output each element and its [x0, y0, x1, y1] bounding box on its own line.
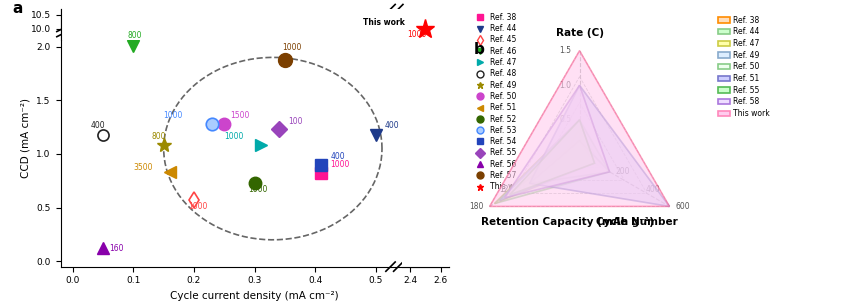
Text: 120: 120: [499, 185, 514, 194]
Text: a: a: [12, 2, 22, 16]
Text: 1000: 1000: [188, 202, 208, 211]
Text: 1.0: 1.0: [560, 81, 571, 90]
Polygon shape: [509, 120, 594, 195]
Text: 600: 600: [676, 202, 690, 211]
Text: 1000: 1000: [224, 132, 244, 141]
Polygon shape: [500, 141, 594, 201]
Text: 1000: 1000: [282, 43, 301, 52]
Polygon shape: [490, 51, 670, 206]
Text: 0.5: 0.5: [559, 115, 571, 125]
Text: 100: 100: [288, 117, 303, 126]
Text: 800: 800: [151, 132, 166, 141]
Polygon shape: [495, 120, 610, 204]
Text: 400: 400: [385, 122, 400, 130]
Y-axis label: CCD (mA cm⁻²): CCD (mA cm⁻²): [21, 98, 31, 178]
Text: 200: 200: [616, 167, 631, 176]
Text: 1500: 1500: [230, 111, 250, 120]
Text: 1000: 1000: [330, 160, 349, 169]
Text: 1000: 1000: [163, 111, 183, 120]
Text: 400: 400: [91, 122, 106, 130]
Polygon shape: [529, 141, 610, 183]
X-axis label: Cycle current density (mA cm⁻²): Cycle current density (mA cm⁻²): [170, 291, 339, 301]
Text: 160: 160: [109, 244, 124, 253]
Text: Rate (C): Rate (C): [555, 28, 604, 38]
Text: 1000: 1000: [248, 185, 268, 194]
Text: 180: 180: [469, 202, 484, 211]
Text: 400: 400: [645, 185, 660, 194]
Text: 400: 400: [330, 152, 345, 161]
Polygon shape: [504, 85, 610, 198]
Text: 1.5: 1.5: [560, 46, 571, 55]
Text: b: b: [474, 42, 485, 58]
Text: Retention Capacity (mAh g⁻¹): Retention Capacity (mAh g⁻¹): [481, 217, 654, 227]
Text: 800: 800: [127, 31, 142, 40]
Text: 60: 60: [534, 167, 543, 176]
Text: Cycle Number: Cycle Number: [596, 217, 678, 227]
Legend: Ref. 38, Ref. 44, Ref. 45, Ref. 46, Ref. 47, Ref. 48, Ref. 49, Ref. 50, Ref. 51,: Ref. 38, Ref. 44, Ref. 45, Ref. 46, Ref.…: [472, 13, 526, 191]
Polygon shape: [495, 120, 594, 204]
Legend: Ref. 38, Ref. 44, Ref. 47, Ref. 49, Ref. 50, Ref. 51, Ref. 55, Ref. 58, This wor: Ref. 38, Ref. 44, Ref. 47, Ref. 49, Ref.…: [718, 16, 770, 118]
Polygon shape: [529, 85, 670, 206]
Text: 3500: 3500: [133, 163, 153, 172]
Polygon shape: [500, 120, 594, 201]
